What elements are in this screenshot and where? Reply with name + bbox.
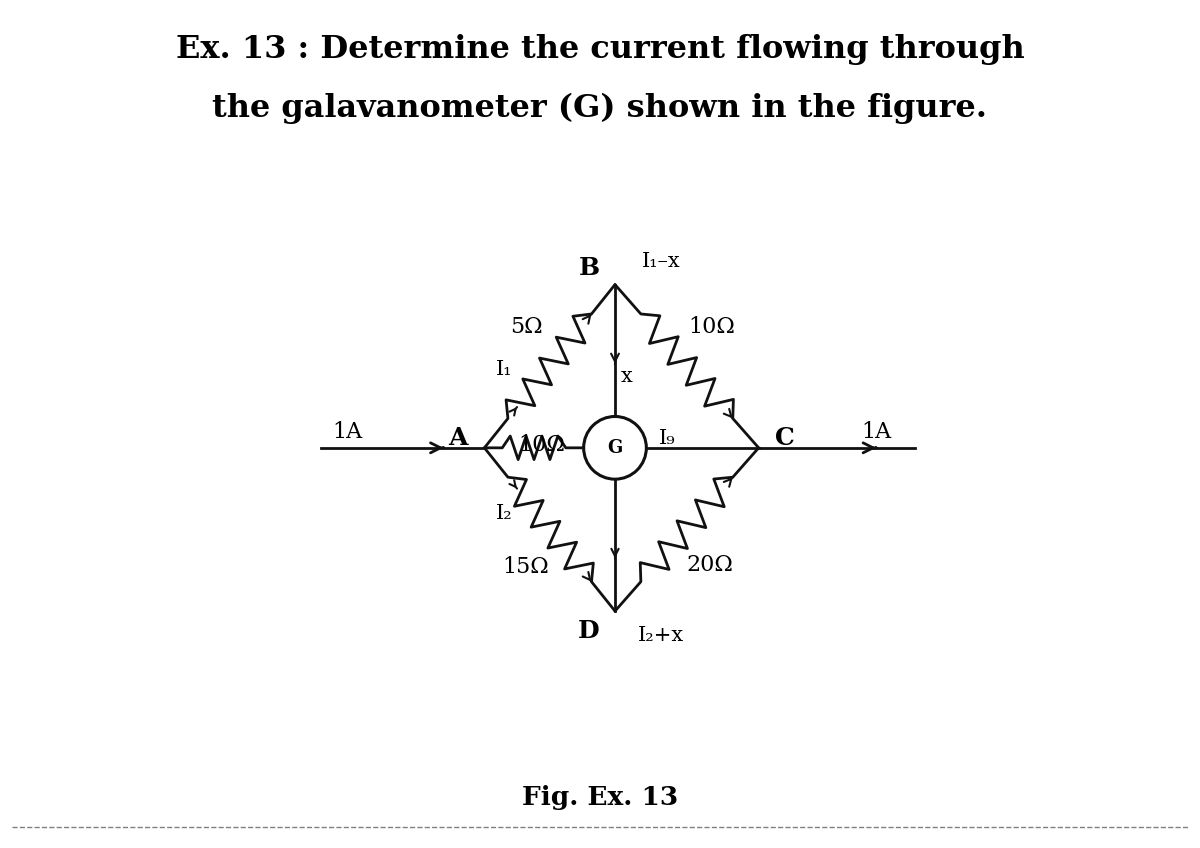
Text: 15Ω: 15Ω bbox=[502, 555, 548, 577]
Text: the galavanometer (G) shown in the figure.: the galavanometer (G) shown in the figur… bbox=[212, 93, 988, 125]
Text: I₉: I₉ bbox=[659, 428, 676, 448]
Text: C: C bbox=[775, 426, 794, 450]
Text: 1A: 1A bbox=[332, 421, 362, 443]
Text: 5Ω: 5Ω bbox=[510, 316, 544, 338]
Text: A: A bbox=[449, 426, 468, 450]
Text: B: B bbox=[578, 256, 600, 281]
Text: Fig. Ex. 13: Fig. Ex. 13 bbox=[522, 785, 678, 810]
Text: I₁: I₁ bbox=[496, 360, 512, 379]
Text: G: G bbox=[607, 438, 623, 457]
Text: Ex. 13 : Determine the current flowing through: Ex. 13 : Determine the current flowing t… bbox=[175, 34, 1025, 65]
Text: 20Ω: 20Ω bbox=[686, 555, 733, 577]
Text: x: x bbox=[620, 366, 632, 386]
Text: 1A: 1A bbox=[862, 421, 892, 443]
Text: D: D bbox=[578, 619, 600, 643]
Text: I₂: I₂ bbox=[496, 504, 512, 522]
Text: I₁–x: I₁–x bbox=[641, 252, 680, 271]
Text: I₂+x: I₂+x bbox=[637, 627, 684, 645]
Text: 10Ω: 10Ω bbox=[689, 316, 736, 338]
Text: 10Ω: 10Ω bbox=[518, 433, 565, 455]
